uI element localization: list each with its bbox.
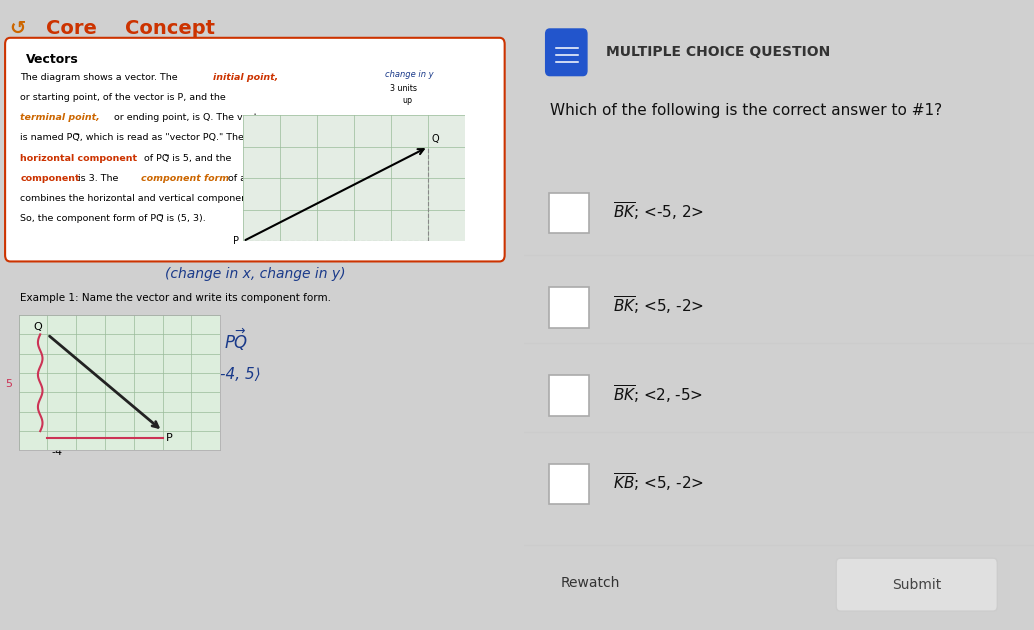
Text: or starting point, of the vector is P, and the: or starting point, of the vector is P, a… bbox=[21, 93, 226, 102]
Text: terminal point,: terminal point, bbox=[21, 113, 100, 122]
FancyBboxPatch shape bbox=[549, 464, 589, 504]
Text: →: → bbox=[235, 324, 245, 337]
Text: $\overline{BK}$; <5, -2>: $\overline{BK}$; <5, -2> bbox=[613, 295, 704, 316]
Text: Concept: Concept bbox=[125, 19, 215, 38]
FancyBboxPatch shape bbox=[837, 558, 998, 611]
Text: The diagram shows a vector. The: The diagram shows a vector. The bbox=[21, 73, 181, 82]
Text: is named PQ⃗, which is read as "vector PQ." The: is named PQ⃗, which is read as "vector P… bbox=[21, 134, 244, 142]
Text: up: up bbox=[402, 96, 413, 105]
Text: P: P bbox=[165, 433, 173, 443]
Text: Q: Q bbox=[33, 323, 41, 333]
Text: Q: Q bbox=[432, 134, 439, 144]
Text: Vectors: Vectors bbox=[26, 54, 79, 66]
Text: Which of the following is the correct answer to #1?: Which of the following is the correct an… bbox=[550, 103, 942, 118]
Text: MULTIPLE CHOICE QUESTION: MULTIPLE CHOICE QUESTION bbox=[606, 45, 830, 59]
Text: change in x: change in x bbox=[301, 173, 349, 181]
Text: ⟨-4, 5⟩: ⟨-4, 5⟩ bbox=[214, 367, 261, 382]
Text: Rewatch: Rewatch bbox=[560, 576, 620, 590]
Text: $\overline{BK}$; <2, -5>: $\overline{BK}$; <2, -5> bbox=[613, 383, 703, 404]
Text: -4: -4 bbox=[52, 447, 63, 457]
Text: initial point,: initial point, bbox=[213, 73, 278, 82]
FancyBboxPatch shape bbox=[549, 375, 589, 416]
FancyBboxPatch shape bbox=[5, 38, 505, 261]
Text: $\overline{KB}$; <5, -2>: $\overline{KB}$; <5, -2> bbox=[613, 471, 704, 493]
Text: Submit: Submit bbox=[892, 578, 941, 592]
Text: horizontal component: horizontal component bbox=[21, 154, 138, 163]
Text: Core: Core bbox=[45, 19, 97, 38]
Text: is 3. The: is 3. The bbox=[74, 174, 121, 183]
Text: of a vector: of a vector bbox=[225, 174, 279, 183]
Text: combines the horizontal and vertical components.: combines the horizontal and vertical com… bbox=[21, 194, 260, 203]
FancyBboxPatch shape bbox=[546, 29, 587, 76]
Text: 3 units: 3 units bbox=[390, 84, 417, 93]
Text: change in y: change in y bbox=[385, 70, 433, 79]
FancyBboxPatch shape bbox=[549, 287, 589, 328]
FancyBboxPatch shape bbox=[549, 193, 589, 233]
Text: PQ: PQ bbox=[224, 335, 247, 352]
Text: vertical: vertical bbox=[273, 154, 313, 163]
Text: 5 units right: 5 units right bbox=[288, 159, 336, 168]
Text: Example 1: Name the vector and write its component form.: Example 1: Name the vector and write its… bbox=[21, 293, 331, 303]
Text: (change in x, change in y): (change in x, change in y) bbox=[164, 267, 345, 281]
Text: component: component bbox=[21, 174, 80, 183]
Text: $\overline{BK}$; <-5, 2>: $\overline{BK}$; <-5, 2> bbox=[613, 200, 704, 222]
Text: component form: component form bbox=[141, 174, 229, 183]
Text: ↺: ↺ bbox=[9, 19, 26, 38]
Text: or ending point, is Q. The vector: or ending point, is Q. The vector bbox=[111, 113, 267, 122]
Text: 5: 5 bbox=[5, 379, 12, 389]
Text: So, the component form of PQ⃗ is (5, 3).: So, the component form of PQ⃗ is (5, 3). bbox=[21, 214, 206, 223]
Text: P: P bbox=[234, 236, 239, 246]
Text: of PQ⃗ is 5, and the: of PQ⃗ is 5, and the bbox=[141, 154, 234, 163]
